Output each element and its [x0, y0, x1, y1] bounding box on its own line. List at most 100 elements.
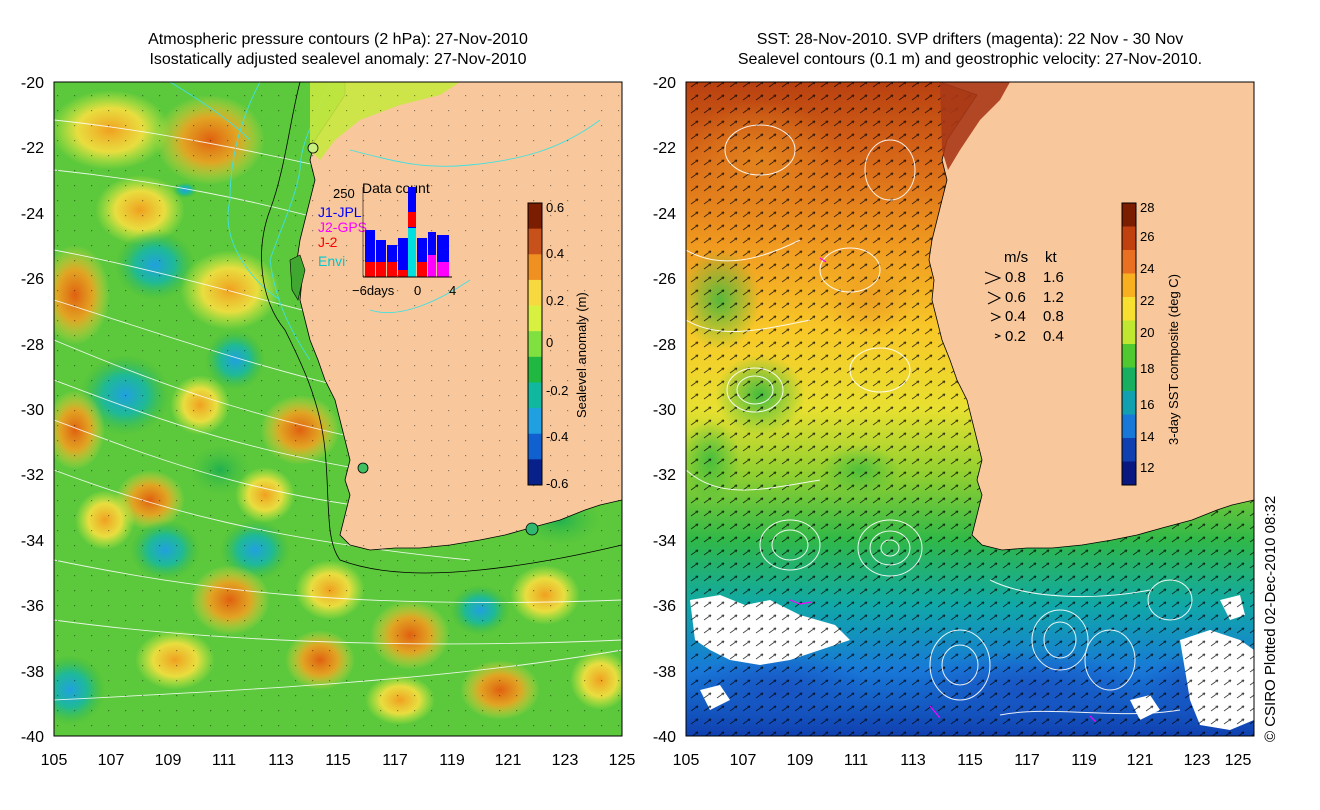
left-y-tick: -40	[21, 729, 44, 746]
drifter-tracks	[789, 257, 1097, 723]
left-x-tick: 121	[495, 752, 522, 769]
colorbar-swatch	[528, 305, 542, 332]
right-map-frame	[685, 81, 1255, 737]
sealevel-contours	[686, 124, 1193, 716]
left-x-tick: 115	[325, 752, 351, 769]
tide-gauge-marker	[307, 142, 319, 154]
right-y-tick: -32	[653, 467, 676, 484]
velocity-legend-header-kt: kt	[1045, 249, 1058, 266]
inset-x-tick: 0	[414, 283, 421, 298]
right-y-tick: -40	[653, 729, 676, 746]
left-cb-tick: 0	[546, 335, 553, 350]
left-cb-tick: -0.2	[546, 383, 568, 398]
left-colorbar-segments	[528, 203, 542, 486]
tide-gauge-marker	[357, 462, 369, 474]
colorbar-swatch	[528, 459, 542, 486]
right-map	[686, 82, 1254, 736]
left-y-axis: -20 -22 -24 -26 -28 -30 -32 -34 -36 -38 …	[21, 75, 44, 746]
left-cb-tick: 0.4	[546, 246, 564, 261]
left-x-tick: 105	[41, 752, 68, 769]
velocity-kt: 1.2	[1043, 289, 1064, 306]
left-cb-tick: -0.6	[546, 476, 568, 491]
colorbar-swatch	[1122, 461, 1136, 486]
colorbar-swatch	[1122, 320, 1136, 345]
colorbar-swatch	[1122, 273, 1136, 298]
right-cb-tick: 28	[1140, 200, 1154, 215]
colorbar-swatch	[528, 254, 542, 281]
left-dots	[54, 82, 622, 736]
right-cb-tick: 24	[1140, 261, 1154, 276]
inset-x-tick: 4	[449, 283, 456, 298]
colorbar-swatch	[528, 203, 542, 230]
right-cb-tick: 22	[1140, 293, 1154, 308]
velocity-arrow-icon	[987, 291, 1002, 305]
left-x-tick: 109	[155, 752, 182, 769]
right-y-axis: -20 -22 -24 -26 -28 -30 -32 -34 -36 -38 …	[653, 75, 676, 746]
right-x-tick: 117	[1014, 752, 1040, 769]
colorbar-swatch	[1122, 438, 1136, 462]
left-y-tick: -24	[21, 206, 44, 223]
right-x-tick: 107	[730, 752, 757, 769]
right-y-tick: -34	[653, 533, 676, 550]
right-x-tick: 113	[900, 752, 926, 769]
inset-bars	[365, 187, 449, 277]
right-colorbar-segments	[1122, 203, 1136, 486]
left-title-line2: Isostatically adjusted sealevel anomaly:…	[149, 51, 527, 68]
velocity-arrow-icon	[984, 271, 1002, 285]
left-title-line1: Atmospheric pressure contours (2 hPa): 2…	[148, 31, 528, 48]
left-y-tick: -32	[21, 467, 44, 484]
velocity-ms: 0.6	[1005, 289, 1026, 306]
left-y-tick: -20	[21, 75, 44, 92]
inset-x-tick: −6days	[352, 283, 395, 298]
right-panel-title: SST: 28-Nov-2010. SVP drifters (magenta)…	[686, 30, 1254, 70]
velocity-kt: 0.4	[1043, 328, 1064, 345]
velocity-ms: 0.2	[1005, 328, 1026, 345]
left-colorbar-label: Sealevel anomaly (m)	[574, 292, 589, 418]
right-y-tick: -28	[653, 337, 676, 354]
left-x-tick: 113	[268, 752, 294, 769]
velocity-ms: 0.4	[1005, 308, 1026, 325]
right-cb-tick: 14	[1140, 429, 1154, 444]
velocity-legend-header-ms: m/s	[1004, 249, 1028, 266]
right-y-tick: -22	[653, 140, 676, 157]
right-y-tick: -30	[653, 402, 676, 419]
left-y-tick: -30	[21, 402, 44, 419]
velocity-kt: 1.6	[1043, 269, 1064, 286]
velocity-ms: 0.8	[1005, 269, 1026, 286]
colorbar-swatch	[528, 279, 542, 307]
left-y-tick: -36	[21, 598, 44, 615]
left-x-axis: 105 107 109 111 113 115 117 119 121 123 …	[41, 752, 636, 769]
right-x-tick: 123	[1184, 752, 1211, 769]
velocity-arrow-icon	[990, 312, 1002, 322]
left-panel-title: Atmospheric pressure contours (2 hPa): 2…	[54, 30, 622, 70]
left-colorbar: 0.6 0.4 0.2 0 -0.2 -0.4 -0.6 Sealevel an…	[527, 200, 589, 491]
right-x-tick: 105	[673, 752, 700, 769]
right-x-tick: 119	[1071, 752, 1097, 769]
colorbar-swatch	[528, 382, 542, 409]
tide-gauge-marker	[525, 522, 539, 536]
right-x-tick: 115	[957, 752, 983, 769]
inset-legend-j2: J2-GPS	[318, 219, 367, 235]
right-x-tick: 109	[787, 752, 814, 769]
colorbar-swatch	[1122, 226, 1136, 251]
velocity-arrow-icon	[994, 333, 1002, 339]
right-y-tick: -24	[653, 206, 676, 223]
right-cb-tick: 18	[1140, 361, 1154, 376]
inset-title: Data count	[362, 180, 430, 196]
left-x-tick: 125	[609, 752, 636, 769]
right-cb-tick: 20	[1140, 325, 1154, 340]
left-x-tick: 107	[98, 752, 125, 769]
right-title-line2: Sealevel contours (0.1 m) and geostrophi…	[737, 51, 1203, 68]
colorbar-swatch	[1122, 391, 1136, 415]
colorbar-swatch	[1122, 367, 1136, 392]
right-x-tick: 125	[1225, 752, 1252, 769]
colorbar-swatch	[1122, 344, 1136, 368]
colorbar-swatch	[528, 408, 542, 435]
left-x-tick: 111	[212, 752, 236, 769]
right-x-axis: 105 107 109 111 113 115 117 119 121 123 …	[673, 752, 1252, 769]
right-colorbar: 28 26 24 22 20 18 16 14 12 3-day SST com…	[1121, 200, 1181, 486]
inset-y-max: 250	[333, 186, 355, 201]
right-y-tick: -38	[653, 664, 676, 681]
right-x-tick: 121	[1127, 752, 1154, 769]
